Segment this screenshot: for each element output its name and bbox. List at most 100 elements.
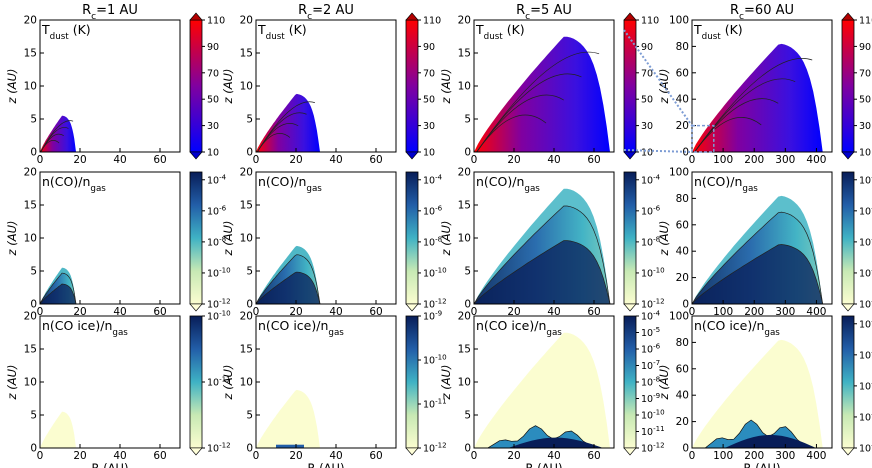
colorbar-tick-label: 30 [423,121,435,132]
colorbar [841,315,855,449]
co-contour [692,211,824,304]
panel-quantity-label: n(CO ice)/ngas [476,318,562,338]
colorbar-tick-label: 30 [207,121,219,132]
x-tick-label: 100 [713,154,733,166]
y-tick-label: 60 [676,363,689,375]
colorbar-tick-label: 10-10 [423,352,447,367]
colorbar-tick-label: 10-12 [207,296,231,311]
panel-r1-c3: 0 20 40 60 80 100 0 100 200 300 400 z (AU) n(CO)/nga… [657,167,872,319]
y-tick-label: 10 [458,81,471,93]
y-tick-label: 20 [240,15,253,27]
y-tick-label: 10 [24,233,37,245]
y-axis-label: z (AU) [439,69,453,105]
colorbar-tick-label: 10-4 [859,172,872,187]
y-tick-label: 5 [464,410,471,422]
y-tick-label: 20 [458,167,471,179]
y-tick-label: 0 [246,147,253,159]
colorbar-extend-bottom [189,151,203,160]
panel-r0-c1: 0 5 10 15 20 0 20 40 60 z (AU) Tdust (K)Rc=2 AU 110… [221,3,441,166]
colorbar-tick-label: 10-12 [207,440,231,455]
y-tick-label: 20 [676,416,689,428]
panel-quantity-label: n(CO ice)/ngas [42,318,128,338]
colorbar-tick-label: 10-11 [207,374,231,389]
x-tick-label: 300 [775,450,795,462]
x-tick-label: 60 [587,450,600,462]
y-tick-label: 20 [24,15,37,27]
zoom-connector [623,149,693,153]
panel-quantity-label: n(CO ice)/ngas [694,318,780,338]
x-tick-label: 60 [587,306,600,318]
y-tick-label: 5 [464,114,471,126]
colorbar-tick-label: 50 [423,95,435,106]
plot-frame [691,315,833,449]
x-tick-label: 100 [713,450,733,462]
y-axis-label: z (AU) [439,365,453,401]
x-tick-label: 20 [73,306,86,318]
panel-quantity-label: Tdust (K) [693,22,743,42]
x-tick-label: 20 [289,154,302,166]
colorbar-tick-label: 50 [859,95,871,106]
colorbar-tick-label: 10-10 [641,407,665,422]
colorbar-extend-bottom [405,151,419,160]
x-tick-label: 20 [507,306,520,318]
colorbar-tick-label: 10-7 [641,358,660,373]
colorbar-tick-label: 10-12 [641,440,665,455]
colorbar-tick-label: 70 [207,68,219,79]
colorbar-tick-label: 10 [859,148,871,159]
colorbar-extend-bottom [405,447,419,456]
y-tick-label: 40 [676,94,689,106]
colorbar [405,171,419,305]
x-tick-label: 200 [744,154,764,166]
colorbar-extend-bottom [189,303,203,312]
x-axis-label: R (AU) [744,461,781,468]
x-tick-label: 0 [253,450,260,462]
y-tick-label: 20 [458,311,471,323]
colorbar-tick-label: 70 [859,68,871,79]
x-tick-label: 0 [689,306,696,318]
colorbar-extend-bottom [841,303,855,312]
colorbar-extend-top [405,12,419,21]
y-tick-label: 20 [24,167,37,179]
y-tick-label: 0 [682,443,689,455]
x-tick-label: 40 [547,306,560,318]
y-tick-label: 15 [24,48,37,60]
colorbar-tick-label: 10-6 [423,203,443,218]
x-tick-label: 20 [73,154,86,166]
colorbar-extend-bottom [841,151,855,160]
colorbar-tick-label: 10-4 [207,172,227,187]
x-tick-label: 200 [744,306,764,318]
colorbar-tick-label: 90 [859,42,871,53]
y-tick-label: 15 [458,200,471,212]
x-tick-label: 0 [253,306,260,318]
colorbar [841,19,855,153]
x-tick-label: 300 [775,306,795,318]
x-axis-label: R (AU) [526,461,563,468]
co-contour [474,240,611,304]
y-tick-label: 15 [458,48,471,60]
y-tick-label: 20 [24,311,37,323]
colorbar-tick-label: 70 [423,68,435,79]
y-tick-label: 40 [676,390,689,402]
colorbar-tick-label: 50 [207,95,219,106]
panel-r1-c2: 0 5 10 15 20 0 20 40 60 z (AU) n(CO)/ngas 10-4 10-6 1… [439,167,665,319]
co-dense-region [692,244,823,304]
y-axis-label: z (AU) [5,221,19,257]
disk-co-ice-map [256,389,320,448]
plot-frame [691,171,833,305]
co-contour [40,272,77,304]
disk-co-ice-map [474,332,610,448]
x-tick-label: 20 [507,450,520,462]
y-tick-label: 0 [464,443,471,455]
y-axis-label: z (AU) [5,365,19,401]
colorbar-tick-label: 10-8 [207,234,227,249]
y-tick-label: 15 [240,200,253,212]
column-title: Rc=60 AU [730,3,794,22]
x-tick-label: 60 [369,154,382,166]
colorbar-tick-label: 10-10 [423,265,447,280]
y-tick-label: 15 [240,48,253,60]
x-tick-label: 400 [806,450,826,462]
panel-r0-c0: 0 5 10 15 20 0 20 40 60 z (AU) Tdust (K)Rc=1 AU 110… [5,3,225,166]
